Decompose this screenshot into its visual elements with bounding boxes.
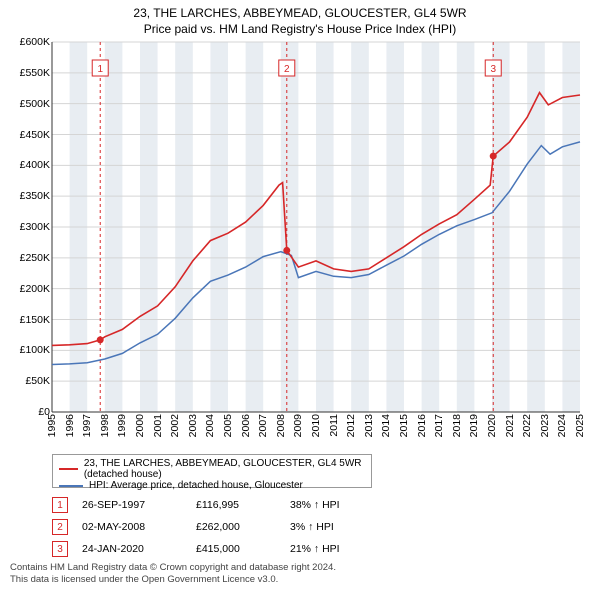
- x-tick-label: 2002: [169, 414, 181, 437]
- y-tick-label: £300K: [4, 221, 50, 233]
- y-tick-label: £400K: [4, 159, 50, 171]
- event-pct-2: 3% ↑ HPI: [290, 521, 380, 533]
- x-tick-label: 2006: [240, 414, 252, 437]
- x-tick-label: 2024: [556, 414, 568, 437]
- footer-line1: Contains HM Land Registry data © Crown c…: [10, 562, 336, 574]
- x-tick-label: 2003: [187, 414, 199, 437]
- x-tick-label: 1999: [116, 414, 128, 437]
- y-tick-label: £550K: [4, 67, 50, 79]
- x-tick-label: 2022: [521, 414, 533, 437]
- x-tick-label: 2001: [152, 414, 164, 437]
- legend-label-hpi: HPI: Average price, detached house, Glou…: [89, 480, 303, 491]
- event-date-3: 24-JAN-2020: [82, 543, 182, 555]
- x-tick-label: 2005: [222, 414, 234, 437]
- y-tick-label: £350K: [4, 190, 50, 202]
- x-tick-label: 2009: [292, 414, 304, 437]
- x-tick-label: 2017: [433, 414, 445, 437]
- event-marker-2: 2: [52, 519, 68, 535]
- event-pct-3: 21% ↑ HPI: [290, 543, 380, 555]
- event-price-1: £116,995: [196, 499, 276, 511]
- chart-area: 1 2 3: [52, 42, 580, 412]
- event-row-2: 2 02-MAY-2008 £262,000 3% ↑ HPI: [52, 516, 380, 538]
- x-tick-label: 2021: [504, 414, 516, 437]
- event-pct-1: 38% ↑ HPI: [290, 499, 380, 511]
- x-tick-label: 2023: [539, 414, 551, 437]
- event-date-2: 02-MAY-2008: [82, 521, 182, 533]
- svg-text:3: 3: [490, 64, 496, 75]
- x-tick-label: 2014: [380, 414, 392, 437]
- legend: 23, THE LARCHES, ABBEYMEAD, GLOUCESTER, …: [52, 454, 372, 488]
- x-tick-label: 2020: [486, 414, 498, 437]
- event-date-1: 26-SEP-1997: [82, 499, 182, 511]
- y-tick-label: £450K: [4, 129, 50, 141]
- x-tick-label: 2004: [204, 414, 216, 437]
- y-tick-label: £500K: [4, 98, 50, 110]
- events-table: 1 26-SEP-1997 £116,995 38% ↑ HPI 2 02-MA…: [52, 494, 380, 560]
- event-price-3: £415,000: [196, 543, 276, 555]
- y-tick-label: £200K: [4, 283, 50, 295]
- x-tick-label: 2007: [257, 414, 269, 437]
- legend-label-price-paid: 23, THE LARCHES, ABBEYMEAD, GLOUCESTER, …: [84, 458, 365, 480]
- x-tick-label: 2011: [328, 414, 340, 437]
- chart-title-line1: 23, THE LARCHES, ABBEYMEAD, GLOUCESTER, …: [0, 6, 600, 20]
- x-tick-label: 2018: [451, 414, 463, 437]
- event-price-2: £262,000: [196, 521, 276, 533]
- event-row-1: 1 26-SEP-1997 £116,995 38% ↑ HPI: [52, 494, 380, 516]
- x-tick-label: 1998: [99, 414, 111, 437]
- event-row-3: 3 24-JAN-2020 £415,000 21% ↑ HPI: [52, 538, 380, 560]
- x-tick-label: 2000: [134, 414, 146, 437]
- y-tick-label: £100K: [4, 344, 50, 356]
- legend-row-price-paid: 23, THE LARCHES, ABBEYMEAD, GLOUCESTER, …: [59, 458, 365, 480]
- y-tick-label: £0: [4, 406, 50, 418]
- y-tick-label: £600K: [4, 36, 50, 48]
- x-tick-label: 2010: [310, 414, 322, 437]
- x-tick-label: 2016: [416, 414, 428, 437]
- x-tick-label: 1997: [81, 414, 93, 437]
- svg-text:1: 1: [97, 64, 103, 75]
- x-tick-label: 1996: [64, 414, 76, 437]
- x-tick-label: 2025: [574, 414, 586, 437]
- y-tick-label: £250K: [4, 252, 50, 264]
- footer-line2: This data is licensed under the Open Gov…: [10, 574, 336, 586]
- footer: Contains HM Land Registry data © Crown c…: [10, 562, 336, 586]
- legend-row-hpi: HPI: Average price, detached house, Glou…: [59, 480, 365, 491]
- x-tick-label: 2008: [275, 414, 287, 437]
- chart-svg: 1 2 3: [52, 42, 580, 412]
- x-tick-label: 2013: [363, 414, 375, 437]
- svg-text:2: 2: [284, 64, 290, 75]
- x-tick-label: 2015: [398, 414, 410, 437]
- x-tick-label: 2012: [345, 414, 357, 437]
- event-marker-3: 3: [52, 541, 68, 557]
- legend-swatch-hpi: [59, 485, 83, 487]
- y-tick-label: £50K: [4, 375, 50, 387]
- y-tick-label: £150K: [4, 314, 50, 326]
- x-tick-label: 2019: [468, 414, 480, 437]
- chart-title-line2: Price paid vs. HM Land Registry's House …: [0, 22, 600, 36]
- event-marker-1: 1: [52, 497, 68, 513]
- x-tick-label: 1995: [46, 414, 58, 437]
- legend-swatch-price-paid: [59, 468, 78, 470]
